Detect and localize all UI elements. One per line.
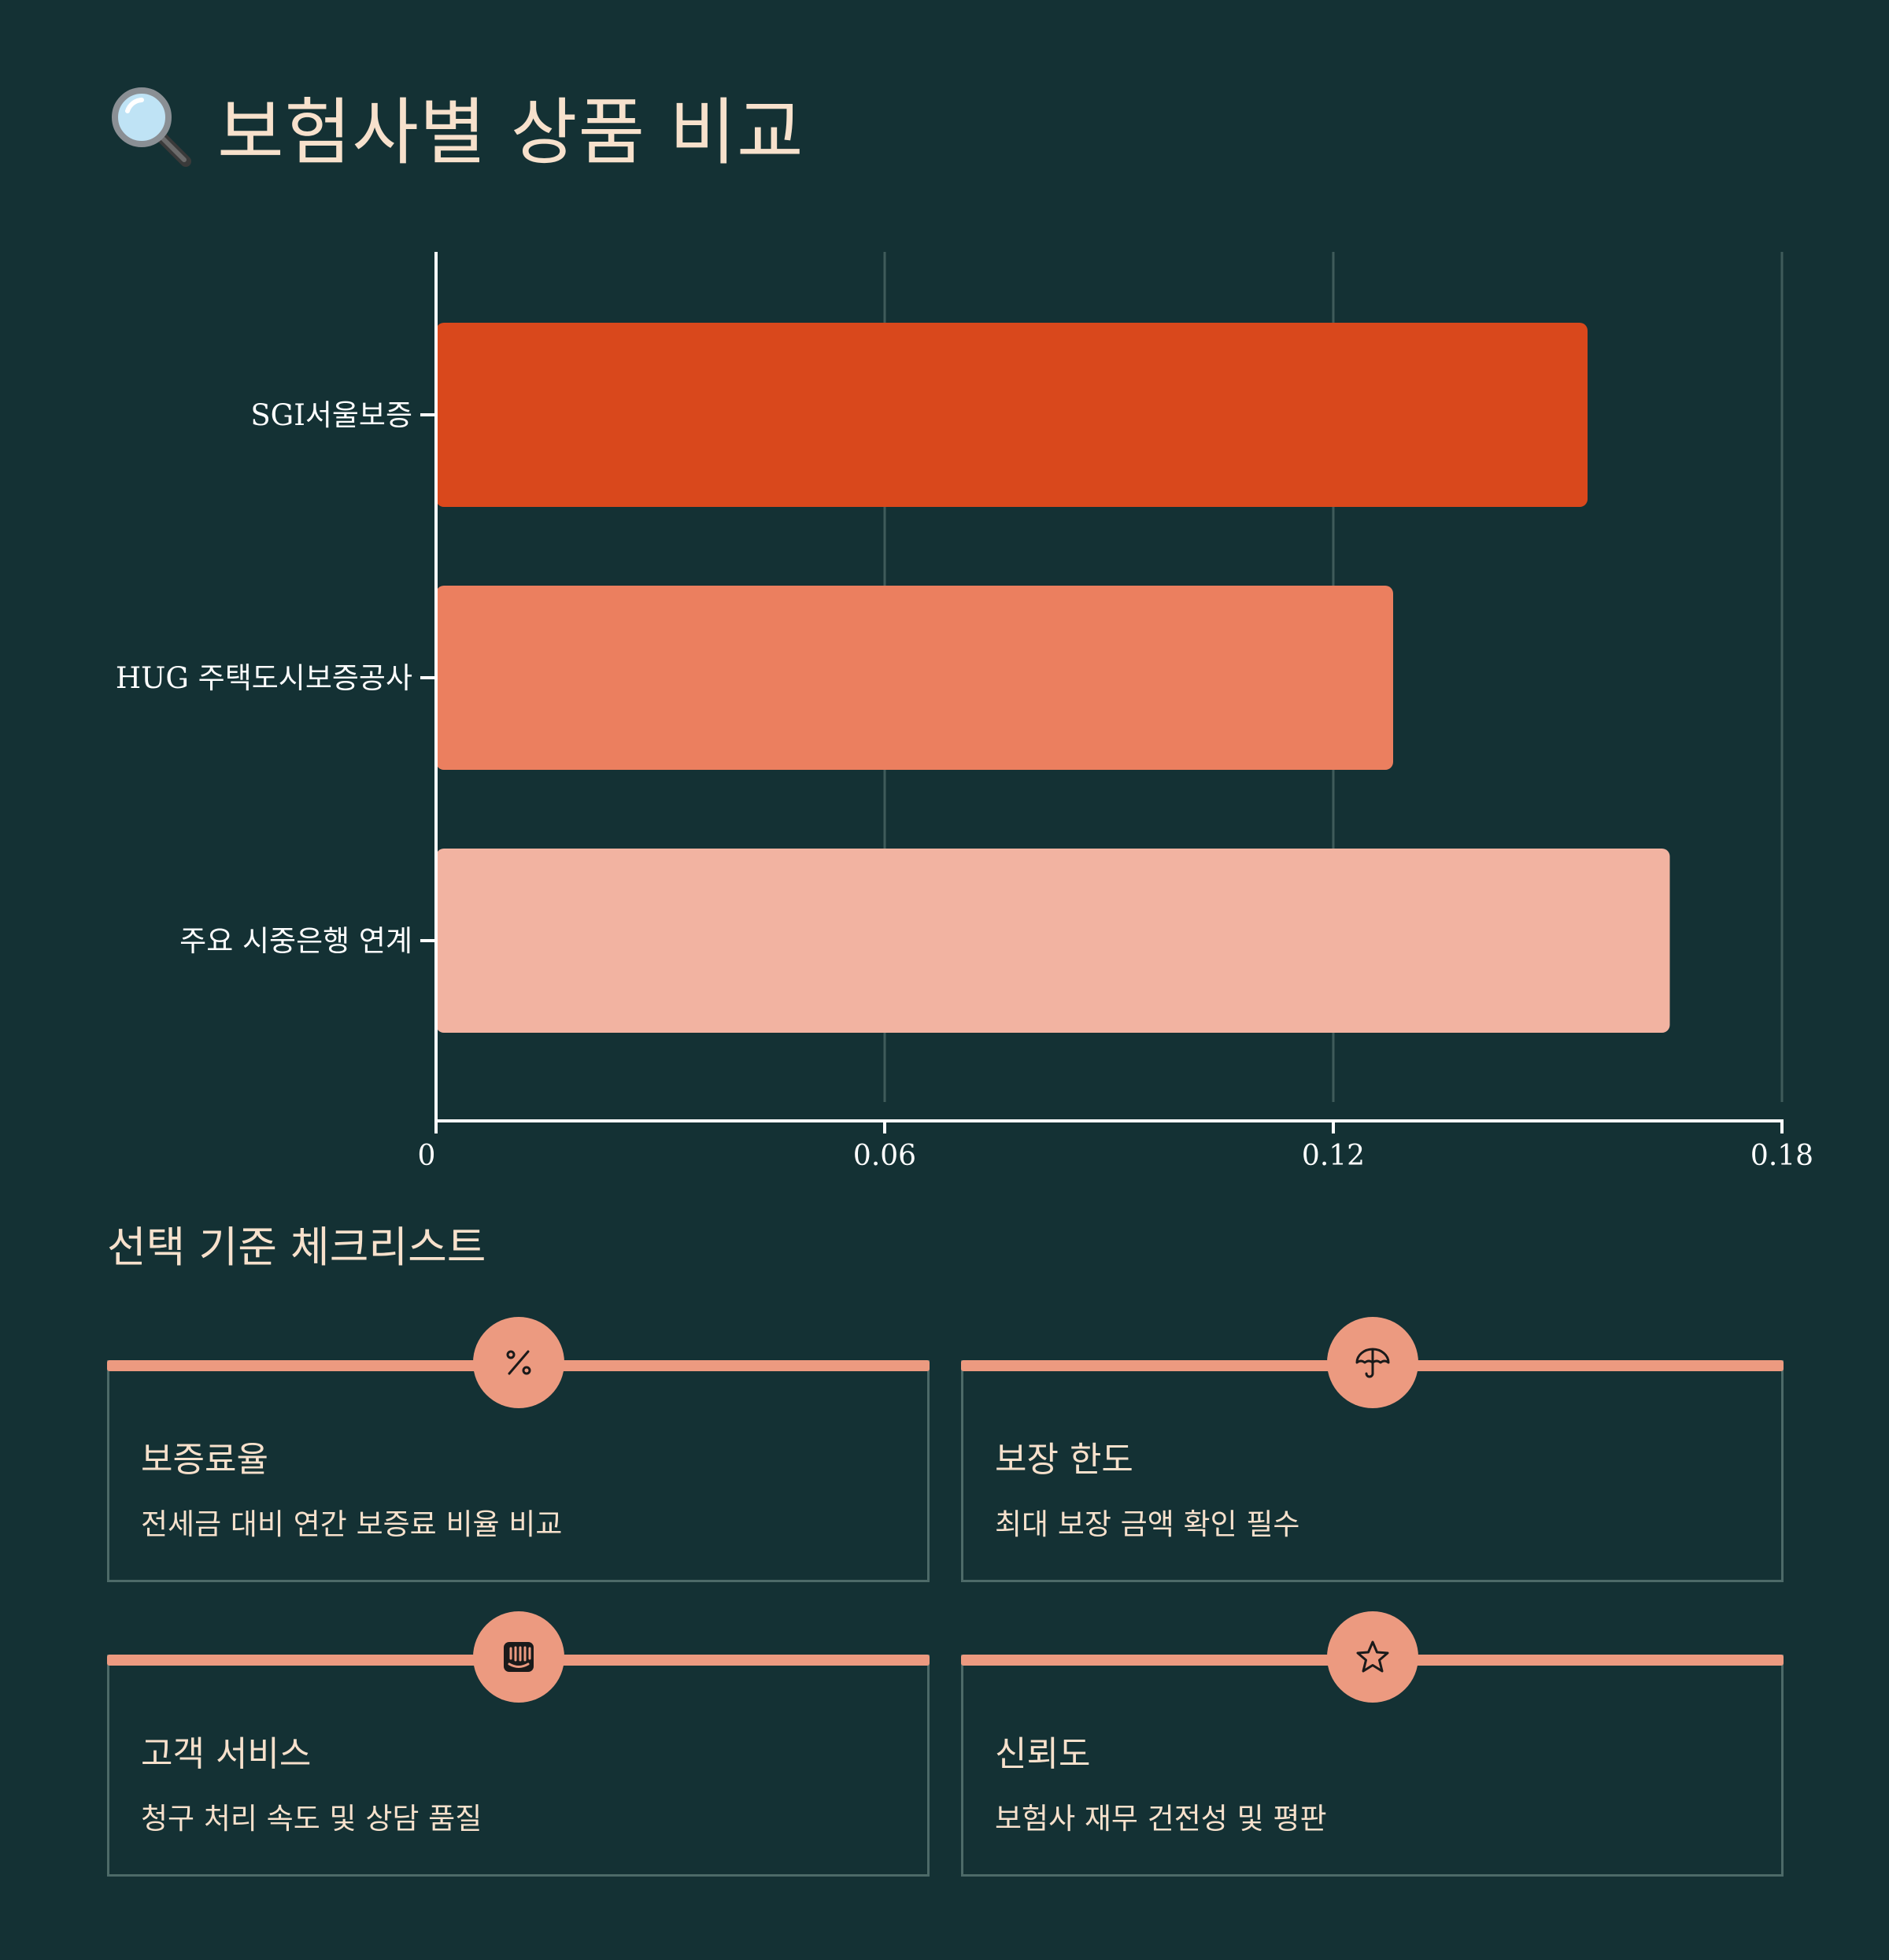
card-description: 보험사 재무 건전성 및 평판 — [995, 1802, 1327, 1836]
card-title: 보증료율 — [141, 1440, 268, 1480]
star-icon — [1356, 1640, 1388, 1673]
bar — [436, 586, 1393, 770]
checklist-card-limit: 보장 한도 최대 보장 금액 확인 필수 — [961, 1317, 1784, 1582]
checklist-card-rate: 보증료율 전세금 대비 연간 보증료 비율 비교 — [107, 1317, 930, 1582]
header: 보험사별 상품 비교 — [107, 79, 804, 175]
checklist-card-service: 고객 서비스 청구 처리 속도 및 상담 품질 — [107, 1611, 930, 1877]
card-badge — [472, 1611, 564, 1703]
percent-icon — [506, 1350, 530, 1375]
card-description: 청구 처리 속도 및 상담 품질 — [141, 1802, 482, 1836]
card-title: 보장 한도 — [995, 1440, 1133, 1480]
x-tick-label: 0 — [418, 1140, 436, 1172]
y-tick-label: SGI서울보증 — [250, 398, 412, 432]
card-description: 최대 보장 금액 확인 필수 — [995, 1507, 1300, 1541]
card-description: 전세금 대비 연간 보증료 비율 비교 — [141, 1507, 563, 1541]
x-tick-label: 0.06 — [853, 1140, 916, 1172]
card-badge — [1326, 1317, 1418, 1408]
x-tick-label: 0.18 — [1750, 1140, 1813, 1172]
checklist-card-reliability: 신뢰도 보험사 재무 건전성 및 평판 — [961, 1611, 1784, 1877]
chat-icon — [503, 1642, 534, 1672]
y-tick-label: HUG 주택도시보증공사 — [116, 661, 412, 695]
page-title: 보험사별 상품 비교 — [217, 90, 804, 175]
bar — [436, 323, 1588, 507]
card-title: 신뢰도 — [995, 1734, 1091, 1774]
card-badge — [472, 1317, 564, 1408]
card-title: 고객 서비스 — [141, 1734, 312, 1774]
bar — [436, 849, 1670, 1033]
x-tick-label: 0.12 — [1302, 1140, 1365, 1172]
umbrella-icon — [1355, 1348, 1389, 1378]
checklist-title: 선택 기준 체크리스트 — [107, 1222, 486, 1272]
magnifier-icon — [112, 87, 191, 167]
card-badge — [1326, 1611, 1418, 1703]
y-tick-label: 주요 시중은행 연계 — [179, 924, 412, 958]
